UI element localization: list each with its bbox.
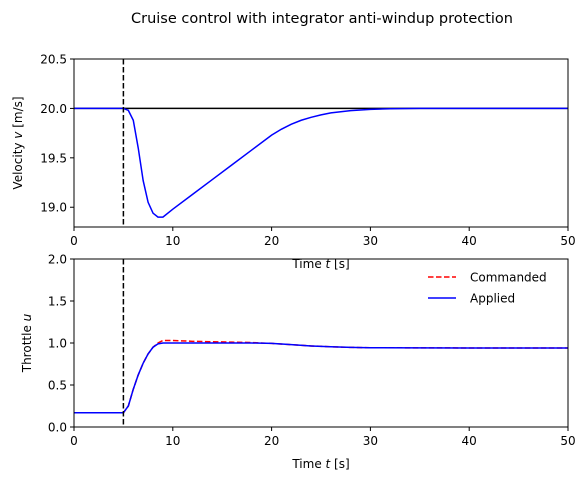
legend-label-applied: Applied — [470, 292, 515, 306]
throttle-panel: 0 10 20 30 40 50 0.0 0.5 1.0 1.5 2.0 Time t [s] Th… — [20, 253, 576, 472]
velocity-x-tick-label: 40 — [462, 234, 477, 248]
velocity-plot-area — [74, 59, 568, 227]
throttle-y-tick-label: 0.0 — [48, 421, 67, 435]
figure-title: Cruise control with integrator anti-wind… — [131, 11, 513, 27]
velocity-x-tick-label: 10 — [165, 234, 180, 248]
throttle-y-tick-label: 2.0 — [48, 253, 67, 267]
throttle-y-tick-label: 1.0 — [48, 337, 67, 351]
legend-label-commanded: Commanded — [470, 271, 547, 285]
velocity-y-tick-label: 20.5 — [40, 53, 67, 67]
velocity-x-axis-label: Time t [s] — [291, 257, 349, 271]
throttle-x-tick-label: 30 — [363, 434, 378, 448]
throttle-plot-area — [74, 259, 568, 427]
velocity-y-tick-label: 19.0 — [40, 201, 67, 215]
throttle-series-line-commanded — [74, 339, 568, 414]
velocity-x-tick-label: 20 — [264, 234, 279, 248]
throttle-y-tick-label: 1.5 — [48, 295, 67, 309]
velocity-x-tick-label: 30 — [363, 234, 378, 248]
velocity-ticks: 0 10 20 30 40 50 19.0 19.5 20.0 20.5 — [40, 53, 575, 249]
throttle-ticks: 0 10 20 30 40 50 0.0 0.5 1.0 1.5 2.0 — [48, 253, 576, 449]
velocity-y-tick-label: 20.0 — [40, 102, 67, 116]
throttle-x-tick-label: 10 — [165, 434, 180, 448]
velocity-panel: 0 10 20 30 40 50 19.0 19.5 20.0 20.5 Time t [s] V… — [11, 53, 576, 272]
throttle-legend: Commanded Applied — [428, 271, 547, 306]
throttle-y-tick-label: 0.5 — [48, 379, 67, 393]
velocity-x-tick-label: 0 — [70, 234, 78, 248]
velocity-axes-frame — [73, 58, 569, 228]
throttle-x-tick-label: 50 — [560, 434, 575, 448]
throttle-x-tick-label: 40 — [462, 434, 477, 448]
throttle-x-tick-label: 20 — [264, 434, 279, 448]
throttle-y-axis-label: Throttle u — [20, 313, 34, 373]
throttle-x-axis-label: Time t [s] — [291, 457, 349, 471]
velocity-y-axis-label: Velocity v [m/s] — [11, 96, 25, 189]
velocity-y-tick-label: 19.5 — [40, 151, 67, 165]
velocity-x-tick-label: 50 — [560, 234, 575, 248]
throttle-series-line-applied — [74, 342, 568, 414]
velocity-series-line-0 — [74, 107, 568, 218]
throttle-x-tick-label: 0 — [70, 434, 78, 448]
